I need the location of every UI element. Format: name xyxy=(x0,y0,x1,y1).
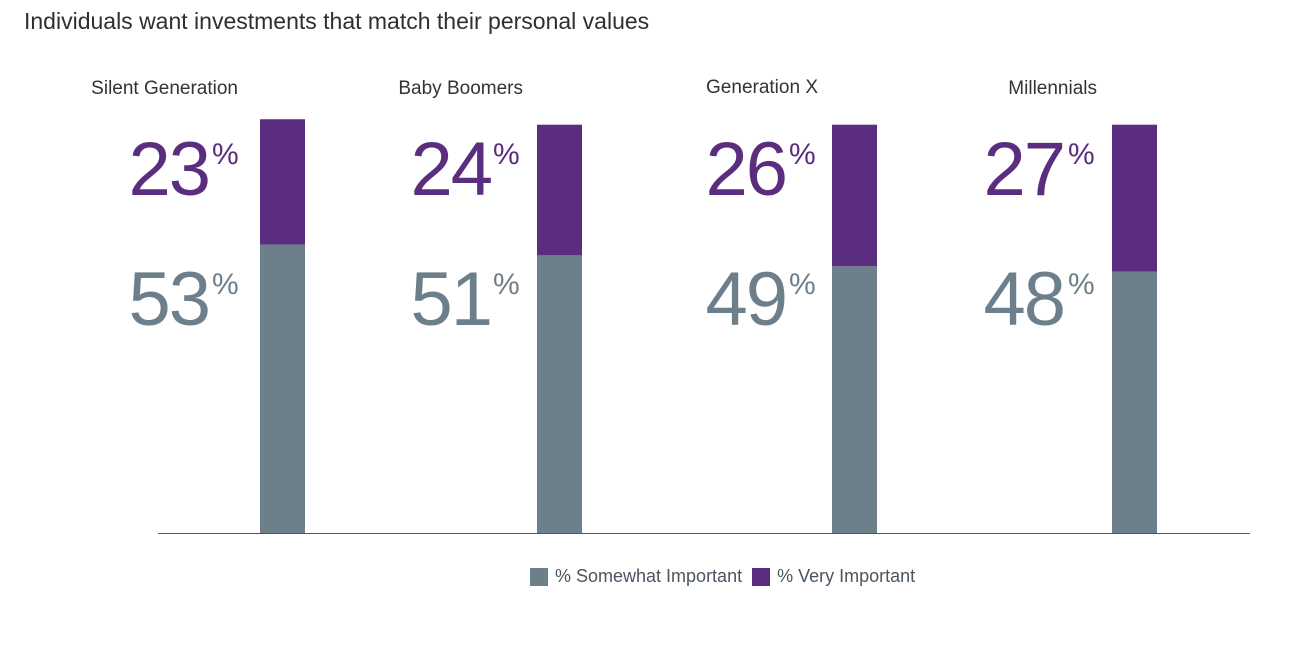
bar-very-silent-generation xyxy=(260,119,305,245)
bar-very-millennials xyxy=(1112,124,1157,272)
somewhat-value-silent-generation: 53 xyxy=(128,257,211,342)
somewhat-value-generation-x: 49 xyxy=(705,257,788,342)
bar-very-generation-x xyxy=(832,124,877,267)
somewhat-percent-generation-x: % xyxy=(789,268,816,301)
legend-swatch-somewhat xyxy=(530,567,548,586)
very-percent-millennials: % xyxy=(1068,138,1095,171)
legend-item-very: % Very Important xyxy=(752,566,915,587)
legend-label-somewhat: % Somewhat Important xyxy=(555,566,743,586)
legend-label-very: % Very Important xyxy=(777,566,916,586)
very-percent-baby-boomers: % xyxy=(493,138,520,171)
legend-item-somewhat: % Somewhat Important xyxy=(530,566,742,587)
very-value-generation-x: 26 xyxy=(705,127,788,212)
very-percent-generation-x: % xyxy=(789,138,816,171)
bar-somewhat-generation-x xyxy=(832,266,877,533)
legend: % Somewhat Important % Very Important xyxy=(530,566,925,587)
somewhat-percent-baby-boomers: % xyxy=(493,268,520,301)
group-label-silent-generation: Silent Generation xyxy=(91,78,238,99)
somewhat-value-baby-boomers: 51 xyxy=(410,257,493,342)
very-percent-silent-generation: % xyxy=(212,138,239,171)
bar-somewhat-millennials xyxy=(1112,271,1157,533)
group-label-generation-x: Generation X xyxy=(706,77,818,98)
very-value-baby-boomers: 24 xyxy=(410,127,493,212)
somewhat-percent-silent-generation: % xyxy=(212,268,239,301)
very-value-millennials: 27 xyxy=(983,127,1066,212)
somewhat-value-millennials: 48 xyxy=(983,257,1066,342)
group-label-baby-boomers: Baby Boomers xyxy=(398,78,523,99)
chart-title: Individuals want investments that match … xyxy=(24,8,650,34)
very-value-silent-generation: 23 xyxy=(128,127,211,212)
group-label-millennials: Millennials xyxy=(1008,78,1097,99)
bar-somewhat-baby-boomers xyxy=(537,255,582,534)
legend-swatch-very xyxy=(752,567,771,586)
bar-very-baby-boomers xyxy=(537,124,582,256)
somewhat-percent-millennials: % xyxy=(1068,268,1095,301)
bar-somewhat-silent-generation xyxy=(260,244,305,534)
